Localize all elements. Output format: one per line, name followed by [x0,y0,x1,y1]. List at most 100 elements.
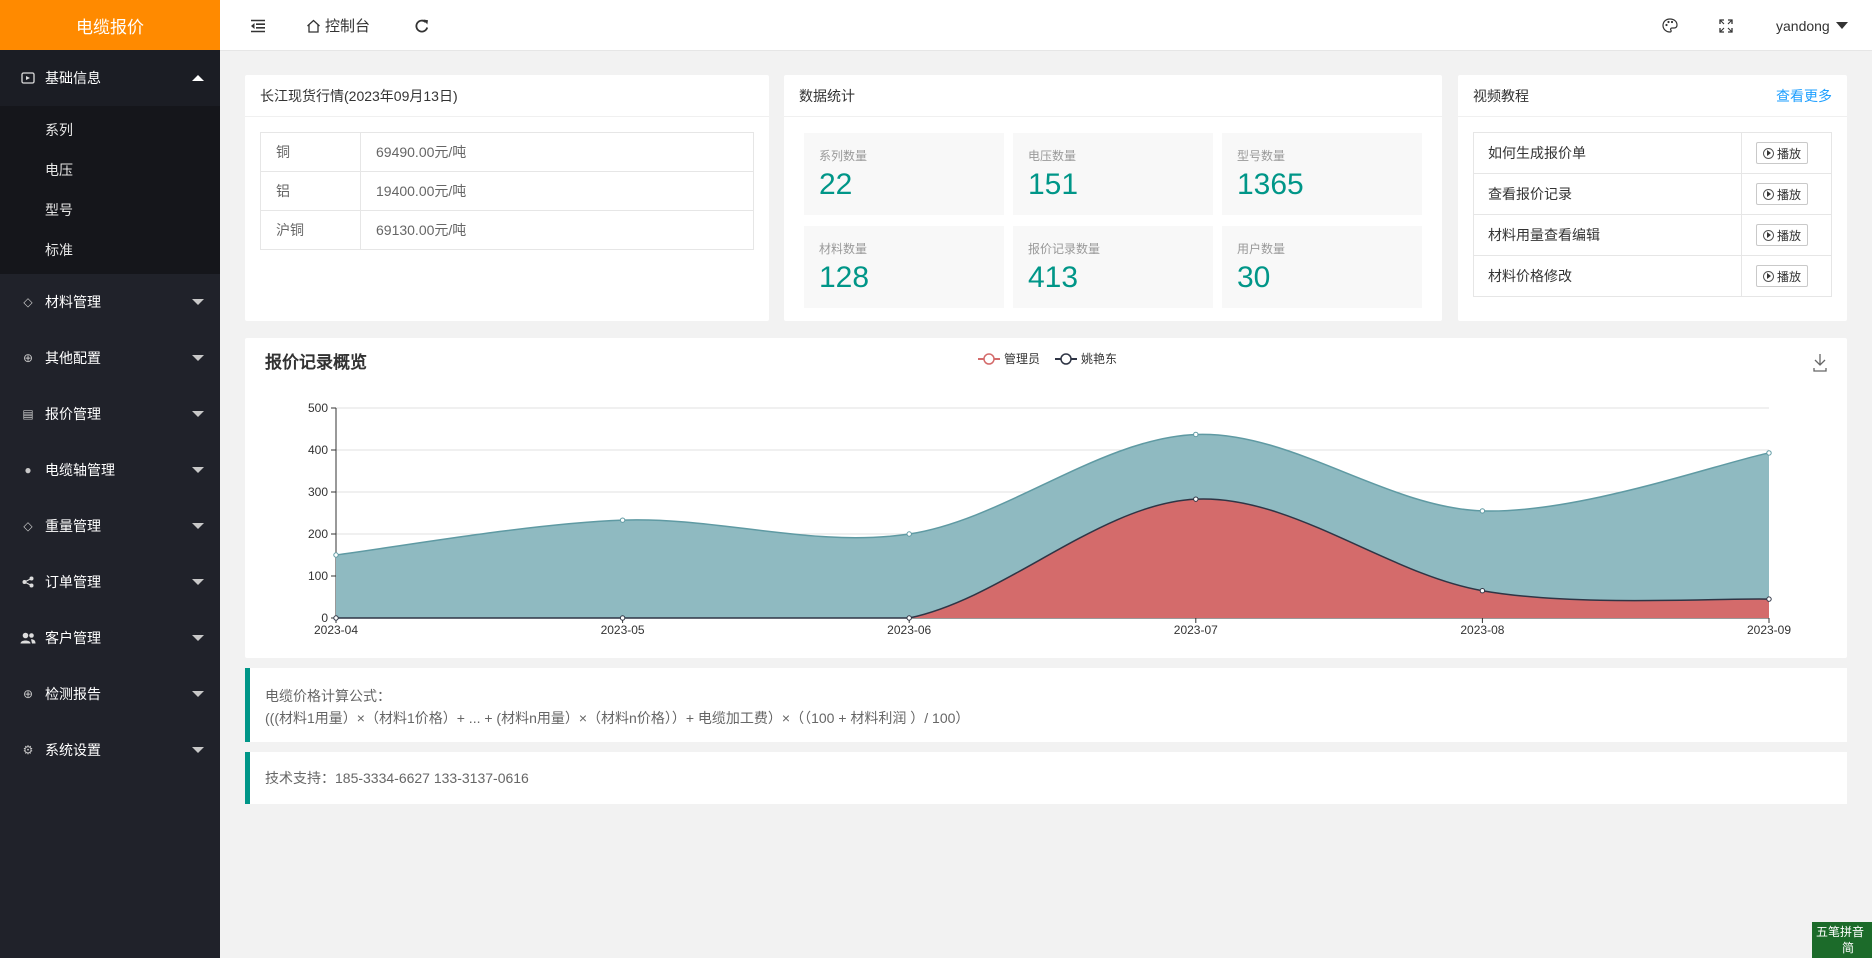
chevron-down-icon [192,747,204,753]
legend-label: 姚艳东 [1081,351,1117,366]
video-card-header: 视频教程 查看更多 [1458,75,1847,117]
refresh-button[interactable] [414,0,430,51]
users-icon [20,630,36,646]
sidebar-group-other-config[interactable]: ⊕ 其他配置 [0,330,220,386]
price-name: 沪铜 [260,210,361,250]
sidebar-group-order[interactable]: 订单管理 [0,554,220,610]
sidebar-group-label: 客户管理 [45,630,101,646]
data-point [906,615,912,621]
video-card-title: 视频教程 [1473,87,1529,104]
data-point [333,615,339,621]
fullscreen-button[interactable] [1719,0,1733,51]
play-button[interactable]: 播放 [1756,142,1809,164]
chart-card: 报价记录概览 0 100 200 300 400 500 2023-04 2023-05 2023… [245,338,1847,658]
theme-button[interactable] [1662,0,1678,51]
sidebar-item-standard[interactable]: 标准 [45,242,73,258]
legend-marker [983,353,995,365]
price-card: 长江现货行情(2023年09月13日) 铜 69490.00元/吨 铝 1940… [245,75,769,321]
price-table: 铜 69490.00元/吨 铝 19400.00元/吨 沪铜 69130.00元… [260,132,754,250]
x-tick-label: 2023-08 [1460,623,1504,637]
chart-title: 报价记录概览 [265,352,367,372]
fullscreen-icon [1719,18,1733,33]
table-row: 铝 19400.00元/吨 [260,171,754,211]
sidebar-group-label: 报价管理 [45,406,101,422]
document-icon: ▤ [22,407,34,421]
stat-quote-count: 报价记录数量 413 [1013,226,1213,308]
diamond-icon: ◇ [23,519,33,533]
play-icon [1763,270,1774,282]
play-icon [1763,188,1774,200]
support-text: 技术支持：185-3334-6627 133-3137-0616 [265,770,529,786]
stat-value: 413 [1028,261,1079,294]
user-menu[interactable]: yandong [1776,0,1848,51]
chevron-down-icon [192,635,204,641]
sidebar-group-weight[interactable]: ◇ 重量管理 [0,498,220,554]
refresh-icon [415,19,429,32]
play-label: 播放 [1777,228,1802,243]
table-row: 查看报价记录 播放 [1473,173,1832,215]
stat-model-count: 型号数量 1365 [1222,133,1422,215]
sidebar-item-series[interactable]: 系列 [45,122,73,138]
play-button[interactable]: 播放 [1756,224,1809,246]
table-row: 材料价格修改 播放 [1473,255,1832,297]
x-tick-label: 2023-06 [887,623,931,637]
app-logo[interactable]: 电缆报价 [0,0,220,50]
data-point [619,517,626,523]
sidebar-item-model[interactable]: 型号 [45,202,73,218]
stat-value: 30 [1237,261,1271,294]
price-card-title: 长江现货行情(2023年09月13日) [245,75,769,117]
video-title: 材料用量查看编辑 [1473,214,1742,256]
play-label: 播放 [1777,187,1802,202]
sidebar-group-reel[interactable]: ● 电缆轴管理 [0,442,220,498]
formula-title: 电缆价格计算公式： [265,688,391,704]
table-row: 材料用量查看编辑 播放 [1473,214,1832,256]
price-value: 69490.00元/吨 [360,132,754,172]
data-point [333,552,339,558]
series-area-0 [336,498,1769,618]
sidebar-group-basic[interactable]: 基础信息 [0,50,220,106]
stat-value: 22 [819,168,853,201]
y-tick-label: 200 [308,527,328,541]
data-point [1766,450,1772,456]
x-tick-label: 2023-09 [1747,623,1791,637]
play-label: 播放 [1777,146,1802,161]
sidebar: 电缆报价 基础信息 系列 电压 型号 标准 ◇ 材料管理 ⊕ 其他配置 ▤ 报价… [0,0,220,958]
play-icon [1763,147,1774,159]
stats-card: 数据统计 系列数量 22 电压数量 151 型号数量 1365 材料数量 128… [784,75,1442,321]
gear-icon: ⚙ [22,743,34,757]
sidebar-item-voltage[interactable]: 电压 [45,162,73,178]
stat-user-count: 用户数量 30 [1222,226,1422,308]
view-more-link[interactable]: 查看更多 [1776,87,1832,104]
sidebar-group-quote[interactable]: ▤ 报价管理 [0,386,220,442]
price-name: 铝 [260,171,361,211]
x-tick-label: 2023-04 [314,623,358,637]
series-line-0 [336,498,1770,619]
price-name: 铜 [260,132,361,172]
stat-label: 材料数量 [819,242,868,256]
ime-mode-text: 五笔拼音 [1816,925,1865,939]
sidebar-group-settings[interactable]: ⚙ 系统设置 [0,722,220,778]
globe-icon: ⊕ [22,351,34,365]
sidebar-group-label: 检测报告 [45,686,101,702]
data-point [1479,508,1486,514]
data-point [1193,496,1199,502]
stat-material-count: 材料数量 128 [804,226,1004,308]
sidebar-group-report[interactable]: ⊕ 检测报告 [0,666,220,722]
sidebar-group-customer[interactable]: 客户管理 [0,610,220,666]
circle-icon: ● [24,463,32,477]
y-tick-label: 400 [308,443,328,457]
stat-label: 用户数量 [1237,242,1286,256]
console-tab[interactable]: 控制台 [306,0,370,51]
sidebar-group-material[interactable]: ◇ 材料管理 [0,274,220,330]
legend-label: 管理员 [1004,351,1040,366]
ime-indicator[interactable]: 五笔拼音 简 [1812,922,1872,958]
play-icon [1763,229,1774,241]
play-button[interactable]: 播放 [1756,265,1809,287]
price-value: 19400.00元/吨 [360,171,754,211]
play-button[interactable]: 播放 [1756,183,1809,205]
palette-icon [1662,18,1678,33]
data-point [1193,431,1199,438]
chevron-down-icon [192,355,204,361]
menu-toggle-button[interactable] [250,0,266,51]
sidebar-group-label: 其他配置 [45,350,101,366]
